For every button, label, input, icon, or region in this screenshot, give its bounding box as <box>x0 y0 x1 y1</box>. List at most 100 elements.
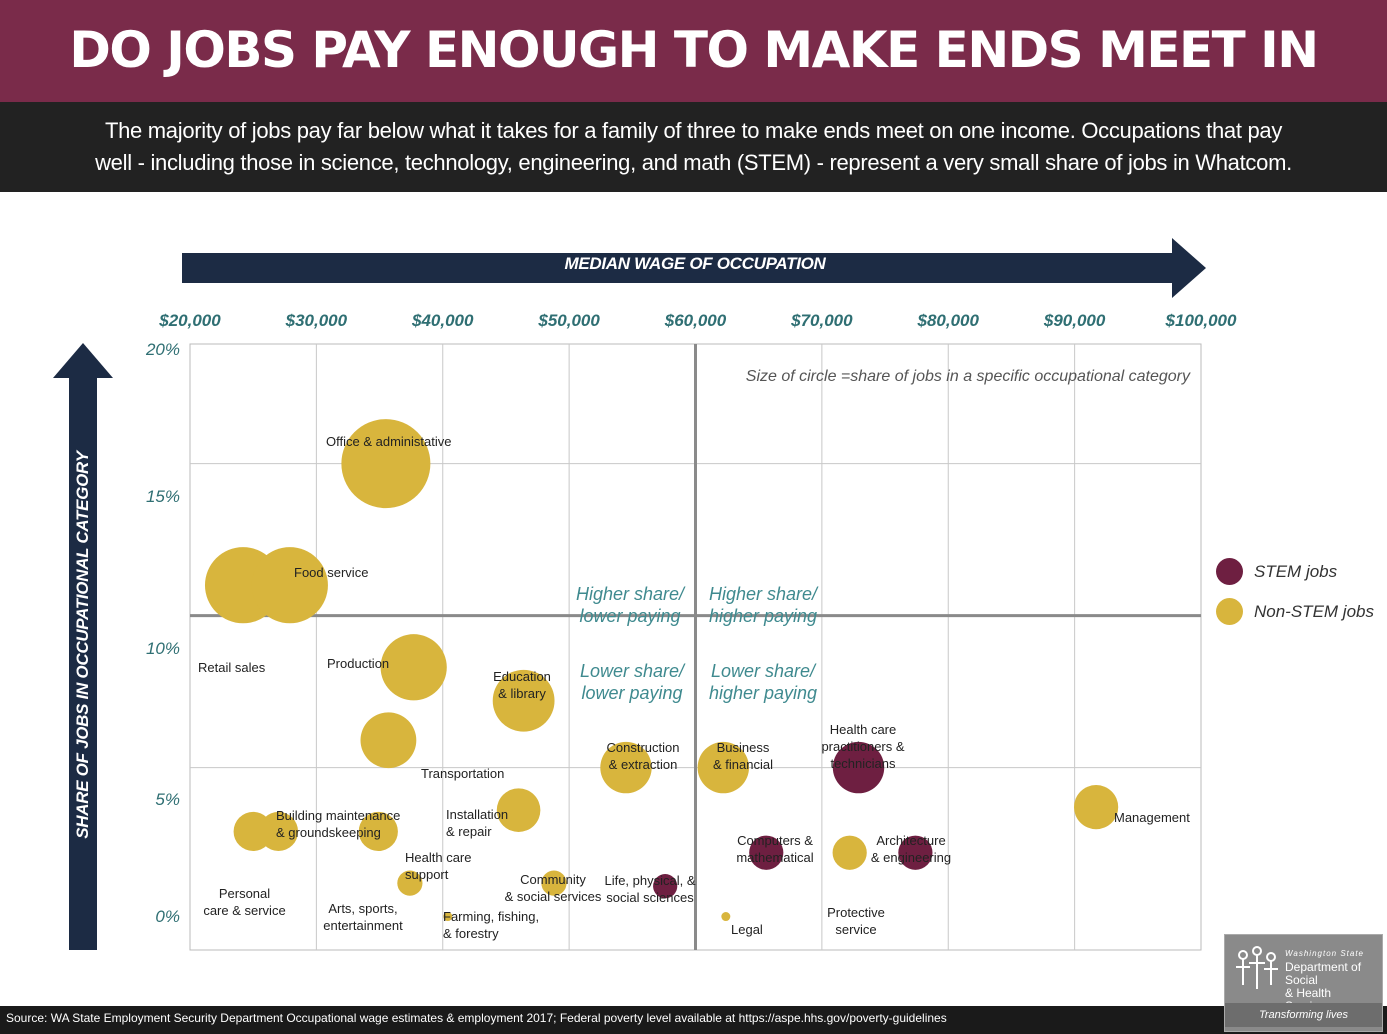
quadrant-upper-right-line-1: Higher share/ <box>708 584 818 604</box>
bubble-label-construction: Construction & extraction <box>598 739 688 773</box>
bubble-management <box>1074 785 1119 830</box>
bubble-label-building: Building maintenance & groundskeeping <box>276 807 400 841</box>
bubble-label-architecture: Architecture & engineering <box>866 832 956 866</box>
x-tick-label: $70,000 <box>791 311 853 330</box>
quadrant-lower-right-line-2: higher paying <box>708 683 818 703</box>
bubble-label-business: Business & financial <box>703 739 783 773</box>
bubble-label-line: technicians <box>830 756 896 771</box>
bubble-healthsupport <box>358 811 398 852</box>
bubble-label-line: Personal <box>218 886 271 901</box>
x-tick-label: $30,000 <box>285 311 348 330</box>
bubble-label-arts: Arts, sports, entertainment <box>318 900 408 934</box>
bubble-label-education: Education & library <box>482 668 562 702</box>
bubble-label-line: Management <box>1114 810 1190 825</box>
bubble-label-line: & repair <box>446 824 492 839</box>
bubble-label-line: Installation <box>446 807 509 822</box>
logo-state: Washington State <box>1285 949 1365 958</box>
bubble-label-line: & social services <box>504 889 602 904</box>
bubble-label-personal: Personal care & service <box>197 885 292 919</box>
legend-swatch-stem <box>1216 558 1243 585</box>
x-axis-arrow <box>182 238 1206 298</box>
x-tick-label: $20,000 <box>159 311 221 330</box>
bubble-office <box>341 419 431 509</box>
bubble-label-line: & financial <box>713 757 773 772</box>
bubble-transportation <box>360 712 417 769</box>
bubble-production <box>380 634 447 701</box>
bubble-installation <box>496 788 541 832</box>
bubbles <box>204 419 1119 922</box>
bubble-label-food: Food service <box>294 564 368 581</box>
y-axis-arrow <box>53 343 113 950</box>
bubble-label-protective: Protective service <box>817 904 895 938</box>
bubble-label-line: Food service <box>294 565 369 580</box>
page-title: DO JOBS PAY ENOUGH TO MAKE ENDS MEET IN … <box>0 0 1387 179</box>
legend-label-stem: STEM jobs <box>1254 562 1338 581</box>
quadrant-upper-right: Higher share/ higher paying <box>688 583 838 627</box>
y-tick-label: 10% <box>145 639 180 658</box>
bubble-label-legal: Legal <box>731 921 763 938</box>
bubble-label-line: & library <box>498 686 546 701</box>
bubble-label-production: Production <box>327 655 389 672</box>
bubble-label-line: Retail sales <box>198 660 266 675</box>
x-tick-label: $90,000 <box>1043 311 1106 330</box>
bubble-label-healthprac: Health care practitioners & technicians <box>813 721 913 772</box>
y-tick-label: 5% <box>155 790 180 809</box>
source-note: Source: WA State Employment Security Dep… <box>6 1011 947 1025</box>
bubble-label-line: mathematical <box>736 850 814 865</box>
bubble-label-line: care & service <box>203 903 286 918</box>
quadrant-lower-right: Lower share/ higher paying <box>688 660 838 704</box>
quadrant-upper-right-line-2: higher paying <box>708 606 818 626</box>
dshs-logo: Washington State Department of Social & … <box>1224 934 1383 1032</box>
bubble-label-line: Office & administative <box>326 434 452 449</box>
bubble-label-line: Production <box>327 656 390 671</box>
subtitle-line-2: well - including those in science, techn… <box>95 150 1292 175</box>
bubble-label-line: & extraction <box>608 757 678 772</box>
quadrant-upper-left-line-2: lower paying <box>579 606 681 626</box>
x-tick-label: $100,000 <box>1165 311 1237 330</box>
bubble-label-line: Construction <box>606 740 680 755</box>
bubble-label-community: Community & social services <box>503 871 603 905</box>
bubble-personal <box>233 811 273 852</box>
y-tick-label: 20% <box>145 340 180 359</box>
bubble-label-line: Transportation <box>421 766 505 781</box>
bubble-label-line: Community <box>520 872 586 887</box>
bubble-label-line: Life, physical, & <box>604 873 696 888</box>
bubble-label-line: Farming, fishing, <box>443 909 540 924</box>
y-axis-title: SHARE OF JOBS IN OCCUPATIONAL CATEGORY <box>73 451 92 839</box>
size-note: Size of circle =share of jobs in a speci… <box>745 368 1190 385</box>
logo-tagline: Transforming lives <box>1225 1003 1382 1027</box>
x-tick-label: $60,000 <box>664 311 727 330</box>
bubble-label-line: Health care <box>405 850 472 865</box>
bubble-computers <box>749 835 784 870</box>
footer-bar <box>0 1006 1387 1034</box>
quadrant-lower-left-line-2: lower paying <box>581 683 683 703</box>
bubble-protective <box>832 835 867 870</box>
bubble-label-line: Education <box>493 669 551 684</box>
x-tick-label: $40,000 <box>412 311 474 330</box>
quadrant-lower-right-line-1: Lower share/ <box>710 661 816 681</box>
bubble-label-line: Architecture <box>876 833 946 848</box>
bubble-label-line: practitioners & <box>821 739 905 754</box>
bubble-label-line: Arts, sports, <box>328 901 398 916</box>
bubble-label-line: entertainment <box>323 918 403 933</box>
bubble-food <box>251 547 328 624</box>
subtitle-bar: The majority of jobs pay far below what … <box>0 102 1387 192</box>
y-tick-label: 15% <box>145 487 180 506</box>
quadrant-lower-left-line-1: Lower share/ <box>579 661 685 681</box>
bubble-farming <box>443 912 453 922</box>
dshs-figures-icon <box>1236 946 1278 989</box>
bubble-arts <box>397 870 423 896</box>
bubble-label-computers: Computers & mathematical <box>735 832 815 866</box>
x-tick-label: $80,000 <box>917 311 979 330</box>
bubble-label-line: social sciences <box>606 890 694 905</box>
bubble-label-line: Business <box>716 740 770 755</box>
quadrant-upper-left-line-1: Higher share/ <box>575 584 685 604</box>
bubble-community <box>541 870 567 896</box>
bubble-label-lifescience: Life, physical, & social sciences <box>600 872 700 906</box>
bubble-construction <box>600 741 652 794</box>
bubble-label-line: Health care <box>829 722 897 737</box>
bubble-business <box>697 741 750 794</box>
bubble-label-line: service <box>835 922 877 937</box>
bubble-label-management: Management <box>1114 809 1190 826</box>
